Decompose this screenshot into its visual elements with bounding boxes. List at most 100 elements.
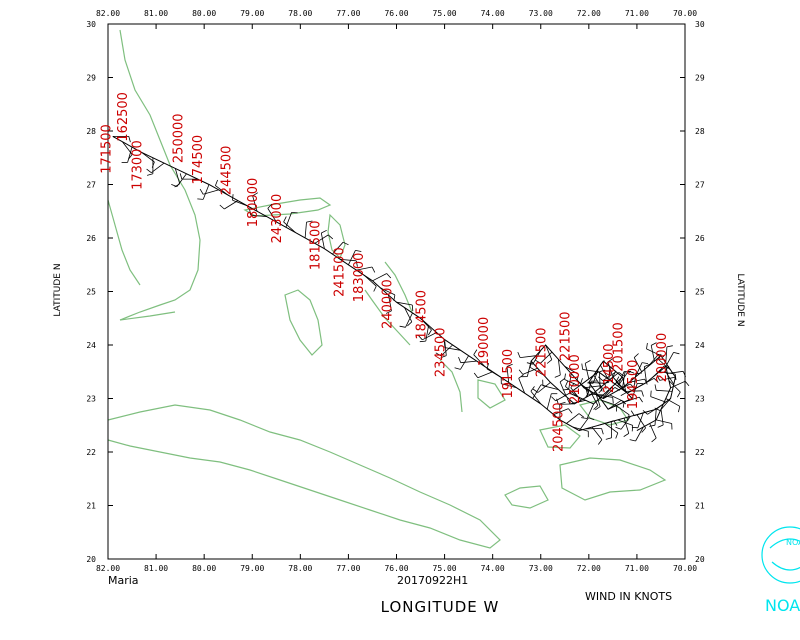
- lon-tick-label-bottom: 71.00: [625, 564, 649, 573]
- wind-barb-flag: [566, 398, 571, 405]
- wind-barb-flag: [128, 136, 131, 143]
- lat-tick-label-right: 23: [695, 395, 705, 404]
- wind-barb: [540, 351, 553, 364]
- wind-barb-flag: [600, 360, 605, 366]
- wind-barb: [583, 385, 600, 389]
- lon-tick-label-bottom: 72.00: [577, 564, 601, 573]
- lon-tick-label-top: 73.00: [529, 9, 553, 18]
- lon-tick-label-top: 76.00: [384, 9, 408, 18]
- wind-barb-flag: [249, 209, 252, 216]
- wind-barb: [599, 364, 609, 380]
- wind-barb: [659, 376, 676, 381]
- wind-barb: [320, 232, 325, 249]
- wind-barb-flag: [215, 179, 218, 186]
- wind-barb-flag: [440, 355, 447, 359]
- wind-barb-flag: [651, 342, 657, 346]
- time-label: 240000: [381, 279, 396, 329]
- coast-crooked-island: [477, 379, 506, 409]
- wind-barb: [565, 386, 578, 398]
- wind-barb: [608, 366, 611, 383]
- wind-barb: [665, 346, 668, 363]
- wind-barb: [141, 152, 155, 163]
- wind-barb: [506, 366, 510, 383]
- wind-barb-flag: [232, 194, 234, 201]
- wind-barb-flag: [644, 378, 648, 385]
- wind-barb-flag: [604, 383, 607, 390]
- wind-barb: [582, 369, 599, 373]
- time-label: 190000: [477, 317, 492, 367]
- wind-barb: [202, 184, 210, 200]
- wind-barb: [283, 221, 296, 233]
- wind-barb-flag: [629, 439, 636, 442]
- wind-barb-flag: [607, 358, 614, 363]
- wind-barb: [623, 396, 640, 403]
- wind-barb-flag: [641, 427, 646, 433]
- wind-barb-flag: [578, 413, 585, 418]
- wind-barb-flag: [546, 359, 553, 364]
- wind-barb-flag: [674, 373, 677, 380]
- wind-barb-flag: [171, 184, 178, 187]
- lon-tick-label-bottom: 80.00: [192, 564, 216, 573]
- wind-barb-flag: [321, 229, 327, 234]
- lon-tick-label-bottom: 73.00: [529, 564, 553, 573]
- wind-barb: [314, 234, 329, 244]
- wind-barb: [546, 393, 552, 410]
- wind-barb-flag: [620, 392, 627, 396]
- lat-tick-label-right: 28: [695, 127, 705, 136]
- wind-barb: [566, 413, 580, 424]
- wind-barb: [396, 301, 413, 306]
- wind-barb-flag: [594, 406, 601, 411]
- wind-barb-flag: [621, 399, 627, 405]
- wind-barb: [643, 366, 647, 383]
- storm-name: Maria: [108, 574, 139, 587]
- wind-barb: [665, 352, 674, 367]
- wind-barb-flag: [526, 362, 533, 365]
- wind-barb: [659, 371, 676, 375]
- wind-barb-flag: [411, 304, 414, 312]
- wind-barb-flag: [599, 369, 606, 373]
- time-label: 214500: [602, 343, 617, 393]
- wind-barb: [340, 259, 357, 262]
- wind-barb-flag: [623, 433, 630, 437]
- wind-barb-flag: [666, 345, 673, 348]
- wind-barb-flag: [559, 401, 566, 405]
- wind-barb: [529, 366, 545, 376]
- wind-barb: [603, 387, 616, 399]
- wind-barb: [602, 385, 614, 399]
- wind-barb: [635, 426, 644, 442]
- wind-barb: [568, 373, 572, 390]
- lon-tick-label-top: 70.00: [673, 9, 697, 18]
- wind-barb: [625, 390, 642, 392]
- wind-barb-flag: [631, 426, 638, 429]
- wind-barb-flag: [646, 342, 648, 349]
- wind-barb-flag: [306, 220, 313, 223]
- coast-eleuthera: [384, 261, 413, 313]
- wind-barb-flag: [399, 325, 406, 328]
- wind-barb-flag: [653, 378, 659, 383]
- wind-barb-flag: [535, 359, 541, 364]
- wind-barb-flag: [657, 424, 664, 428]
- wind-barb-flag: [626, 414, 630, 421]
- wind-barb: [634, 410, 650, 417]
- wind-barb-flag: [597, 439, 603, 445]
- wind-barb-flag: [529, 361, 532, 368]
- wind-barb: [176, 173, 187, 187]
- wind-barb: [598, 420, 614, 426]
- wind-barbs: [112, 135, 690, 445]
- time-label: 174500: [191, 135, 206, 185]
- lat-tick-label-right: 26: [695, 234, 705, 243]
- lon-tick-label-bottom: 78.00: [288, 564, 312, 573]
- wind-barb: [639, 377, 655, 387]
- wind-barb: [617, 371, 625, 387]
- wind-barb: [592, 368, 599, 384]
- wind-barb-flag: [581, 363, 583, 370]
- lon-tick-label-top: 77.00: [336, 9, 360, 18]
- coast-grand-bahama: [243, 197, 332, 217]
- wind-barb-flag: [386, 273, 392, 279]
- wind-barb: [532, 350, 542, 365]
- wind-barb-flag: [656, 374, 661, 381]
- wind-barb-flag: [554, 374, 561, 378]
- wind-barb-flag: [615, 426, 622, 430]
- lon-tick-label-top: 72.00: [577, 9, 601, 18]
